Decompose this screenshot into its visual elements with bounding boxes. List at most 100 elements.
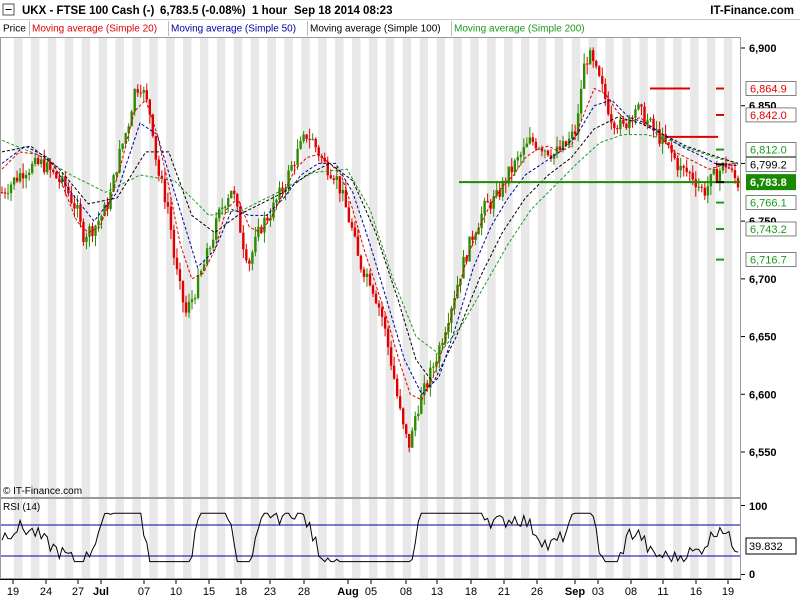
candle-body bbox=[549, 155, 553, 159]
candle-body bbox=[254, 236, 257, 253]
header-collapse-icon[interactable] bbox=[2, 3, 15, 16]
day-band bbox=[284, 38, 293, 497]
day-band bbox=[64, 38, 74, 497]
candle-body bbox=[178, 269, 182, 282]
candle-body bbox=[607, 98, 610, 115]
rsi-day-band bbox=[504, 499, 513, 578]
rsi-day-band bbox=[30, 499, 40, 578]
candle-body bbox=[501, 180, 504, 197]
candle-body bbox=[414, 416, 417, 431]
candle-body bbox=[525, 143, 529, 148]
candle-body bbox=[721, 162, 725, 171]
candle-body bbox=[284, 188, 287, 192]
candle-body bbox=[522, 147, 526, 155]
candle-body bbox=[136, 89, 139, 93]
level-tag-box bbox=[745, 221, 797, 237]
x-tick-label: 03 bbox=[592, 586, 604, 598]
candle-body bbox=[293, 165, 296, 167]
level-tag: 6,766.1 bbox=[716, 195, 797, 210]
candle-body bbox=[646, 120, 649, 125]
y-tick-label: 6,700 bbox=[749, 274, 777, 286]
level-tag-box bbox=[745, 252, 797, 267]
day-band bbox=[605, 38, 614, 497]
candle-body bbox=[462, 256, 465, 279]
candle-body bbox=[217, 208, 221, 219]
candle-body bbox=[576, 113, 580, 134]
candle-body bbox=[73, 203, 76, 209]
candle-body bbox=[239, 206, 242, 233]
x-tick-label: 08 bbox=[400, 586, 412, 598]
candle-body bbox=[260, 226, 263, 233]
candle-body bbox=[676, 158, 679, 171]
candle-body bbox=[287, 170, 290, 189]
candle-body bbox=[278, 187, 281, 200]
candle-body bbox=[64, 176, 67, 187]
candle-body bbox=[465, 256, 468, 262]
level-tag-label: 6,716.7 bbox=[750, 255, 787, 267]
x-tick-label: 08 bbox=[625, 586, 637, 598]
candle-body bbox=[211, 239, 215, 248]
day-band bbox=[368, 38, 378, 497]
candle-body bbox=[395, 378, 399, 397]
rsi-day-band bbox=[588, 499, 598, 578]
candle-body bbox=[70, 193, 73, 204]
candle-body bbox=[329, 175, 332, 179]
y-tick-label: 6,900 bbox=[749, 43, 777, 55]
day-band bbox=[554, 38, 564, 497]
legend-ma200: Moving average (Simple 200) bbox=[454, 24, 585, 35]
x-tick-label: 21 bbox=[498, 586, 510, 598]
level-tag-label: 6,842.0 bbox=[750, 110, 787, 122]
rsi-day-band bbox=[199, 499, 209, 578]
candle-body bbox=[601, 75, 604, 84]
candle-body bbox=[664, 134, 667, 143]
rsi-day-band bbox=[183, 499, 192, 578]
candle-body bbox=[24, 174, 28, 179]
candles bbox=[0, 47, 740, 453]
candle-body bbox=[299, 140, 302, 149]
rsi-day-band bbox=[385, 499, 395, 578]
day-band bbox=[537, 38, 547, 497]
rsi-day-band bbox=[537, 499, 547, 578]
candle-body bbox=[655, 129, 658, 131]
candle-body bbox=[610, 114, 613, 123]
candle-body bbox=[411, 430, 414, 448]
candle-body bbox=[468, 236, 471, 262]
candle-body bbox=[49, 162, 52, 170]
level-tag-box bbox=[746, 174, 796, 191]
day-band bbox=[166, 38, 175, 497]
day-band bbox=[436, 38, 445, 497]
rsi-day-band bbox=[453, 499, 462, 578]
candle-body bbox=[163, 178, 167, 203]
day-band bbox=[115, 38, 124, 497]
candle-body bbox=[175, 257, 179, 270]
candle-body bbox=[91, 226, 94, 236]
candle-body bbox=[510, 166, 513, 173]
candle-body bbox=[477, 228, 480, 235]
candle-body bbox=[703, 187, 707, 196]
header-interval: 1 hour bbox=[252, 5, 288, 17]
rsi-panel-frame bbox=[0, 498, 741, 579]
candle-body bbox=[507, 166, 510, 184]
rsi-day-band bbox=[656, 499, 665, 578]
rsi-day-band bbox=[14, 499, 23, 578]
candle-body bbox=[142, 90, 145, 93]
candle-body bbox=[55, 172, 58, 179]
candle-body bbox=[392, 365, 396, 379]
candle-body bbox=[558, 146, 562, 150]
candle-body bbox=[145, 90, 148, 100]
candle-body bbox=[546, 150, 550, 156]
candle-body bbox=[302, 134, 305, 141]
level-tag: 6,812.0 bbox=[716, 142, 797, 157]
rsi-day-band bbox=[706, 499, 716, 578]
candle-body bbox=[245, 249, 248, 261]
candle-body bbox=[172, 229, 176, 258]
candle-body bbox=[272, 202, 275, 218]
candle-body bbox=[673, 152, 676, 159]
candle-body bbox=[214, 218, 218, 240]
day-band bbox=[149, 38, 158, 497]
candle-body bbox=[193, 298, 197, 300]
level-tag-label: 6,766.1 bbox=[750, 198, 787, 210]
candle-body bbox=[598, 66, 601, 76]
candle-body bbox=[401, 408, 405, 425]
rsi-axis-100: 100 bbox=[749, 501, 767, 513]
